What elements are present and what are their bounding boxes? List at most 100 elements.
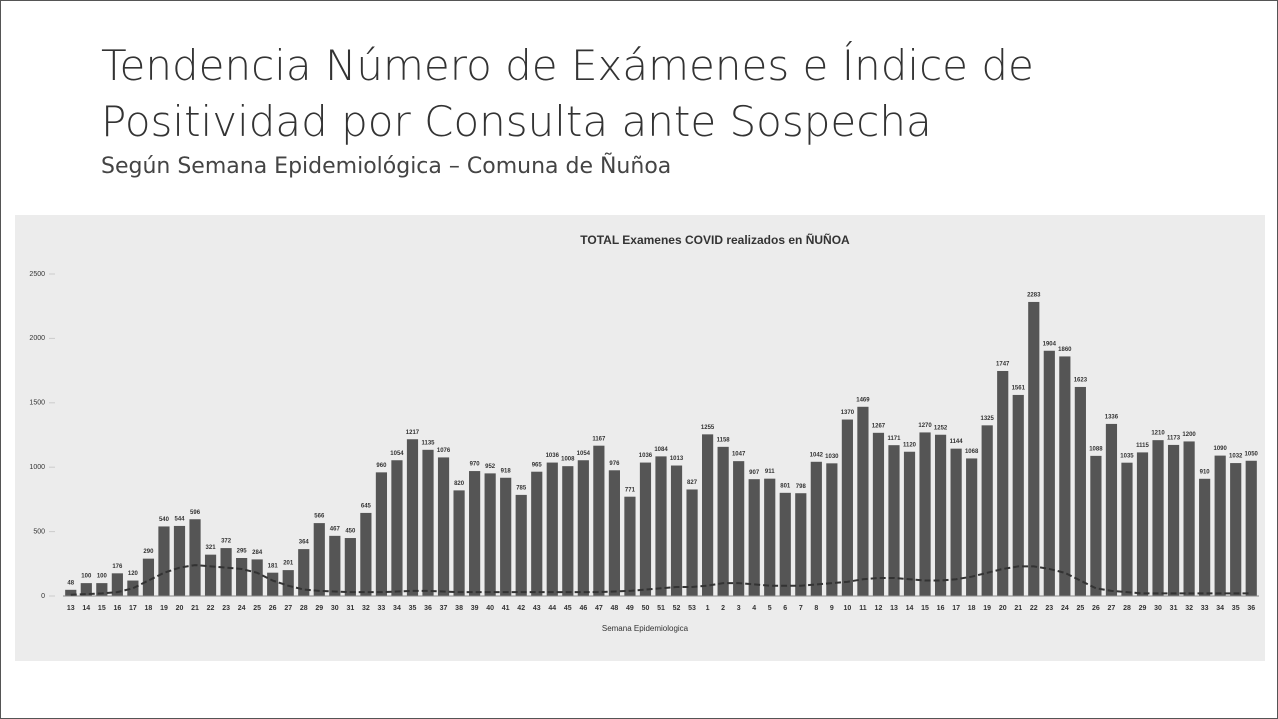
x-tick-label: 30 xyxy=(1154,605,1162,612)
bar xyxy=(236,558,248,596)
y-tick-label: 0 xyxy=(41,593,45,600)
value-label: 827 xyxy=(687,480,698,486)
x-tick-label: 33 xyxy=(378,605,386,612)
value-label: 1054 xyxy=(390,451,404,457)
x-tick-label: 41 xyxy=(502,605,510,612)
x-tick-label: 29 xyxy=(315,605,323,612)
value-label: 1068 xyxy=(965,449,979,455)
value-label: 1035 xyxy=(1120,453,1134,459)
x-tick-label: 31 xyxy=(1170,605,1178,612)
value-label: 1115 xyxy=(1136,443,1149,449)
bar xyxy=(267,572,279,596)
bar xyxy=(142,558,155,596)
bar xyxy=(391,460,403,596)
x-tick-label: 31 xyxy=(346,605,354,612)
bar xyxy=(1230,463,1242,596)
bar xyxy=(1012,394,1024,596)
value-label: 450 xyxy=(345,529,356,535)
x-tick-label: 29 xyxy=(1139,605,1147,612)
value-label: 911 xyxy=(765,469,775,475)
x-tick-label: 39 xyxy=(471,605,479,612)
x-tick-label: 52 xyxy=(673,605,681,612)
value-label: 1054 xyxy=(577,451,591,457)
x-tick-label: 43 xyxy=(533,605,541,612)
value-label: 1325 xyxy=(981,416,995,422)
bar xyxy=(779,492,791,596)
bar xyxy=(1245,460,1257,596)
x-tick-label: 10 xyxy=(843,605,851,612)
x-tick-label: 13 xyxy=(67,605,75,612)
x-tick-label: 53 xyxy=(688,605,696,612)
bar xyxy=(577,460,589,596)
bar xyxy=(639,462,652,596)
value-label: 952 xyxy=(485,464,496,470)
x-tick-label: 15 xyxy=(98,605,106,612)
bar xyxy=(344,538,356,596)
x-tick-label: 26 xyxy=(1092,605,1100,612)
x-tick-label: 19 xyxy=(160,605,168,612)
bar xyxy=(158,526,170,596)
bar xyxy=(826,463,838,596)
x-tick-label: 20 xyxy=(999,605,1007,612)
bar xyxy=(717,446,729,596)
x-tick-label: 20 xyxy=(176,605,184,612)
x-tick-label: 16 xyxy=(937,605,945,612)
x-tick-label: 34 xyxy=(1216,605,1224,612)
x-tick-label: 14 xyxy=(82,605,90,612)
bar xyxy=(1136,452,1149,596)
bar xyxy=(872,432,885,596)
value-label: 181 xyxy=(268,563,279,569)
value-label: 1042 xyxy=(810,452,824,458)
value-label: 120 xyxy=(128,571,139,577)
value-label: 100 xyxy=(97,574,108,580)
bar xyxy=(841,419,853,596)
bar xyxy=(608,470,620,596)
x-tick-label: 8 xyxy=(814,605,818,612)
value-label: 48 xyxy=(67,580,74,586)
bar xyxy=(1074,386,1086,596)
value-label: 596 xyxy=(190,510,201,516)
value-label: 960 xyxy=(376,463,387,469)
value-label: 1032 xyxy=(1229,454,1243,460)
bar xyxy=(1043,350,1055,596)
x-tick-label: 3 xyxy=(737,605,741,612)
value-label: 290 xyxy=(143,549,154,555)
value-label: 1030 xyxy=(825,454,839,460)
value-label: 1120 xyxy=(903,442,917,448)
value-label: 1167 xyxy=(592,436,606,442)
x-tick-label: 9 xyxy=(830,605,834,612)
bar xyxy=(997,370,1009,596)
value-label: 1370 xyxy=(841,410,855,416)
value-label: 1255 xyxy=(701,425,715,431)
x-tick-label: 48 xyxy=(611,605,619,612)
x-tick-label: 21 xyxy=(191,605,199,612)
value-label: 1623 xyxy=(1074,378,1088,384)
bar xyxy=(919,432,931,596)
value-label: 1336 xyxy=(1105,415,1119,421)
x-tick-label: 4 xyxy=(752,605,756,612)
x-tick-label: 32 xyxy=(1185,605,1193,612)
x-tick-label: 5 xyxy=(768,605,772,612)
positivity-line xyxy=(70,564,1252,596)
bar xyxy=(251,559,263,596)
bar xyxy=(748,479,760,596)
value-label: 1252 xyxy=(934,425,948,431)
x-tick-label: 42 xyxy=(517,605,525,612)
bar xyxy=(1214,455,1226,596)
bar xyxy=(531,471,543,596)
value-label: 467 xyxy=(330,526,341,532)
x-tick-label: 32 xyxy=(362,605,370,612)
x-tick-label: 11 xyxy=(859,605,867,612)
x-tick-label: 23 xyxy=(222,605,230,612)
y-tick-label: 2500 xyxy=(29,271,45,278)
slide-title: Positividad por Consulta ante Sospecha xyxy=(101,97,932,146)
x-tick-label: 36 xyxy=(1247,605,1255,612)
bar xyxy=(888,445,900,596)
x-tick-label: 12 xyxy=(875,605,883,612)
chart: TOTAL Examenes COVID realizados en ÑUÑOA… xyxy=(15,215,1265,661)
x-tick-label: 17 xyxy=(952,605,960,612)
x-tick-label: 30 xyxy=(331,605,339,612)
bar xyxy=(220,548,232,596)
value-label: 785 xyxy=(516,485,527,491)
x-tick-label: 18 xyxy=(968,605,976,612)
